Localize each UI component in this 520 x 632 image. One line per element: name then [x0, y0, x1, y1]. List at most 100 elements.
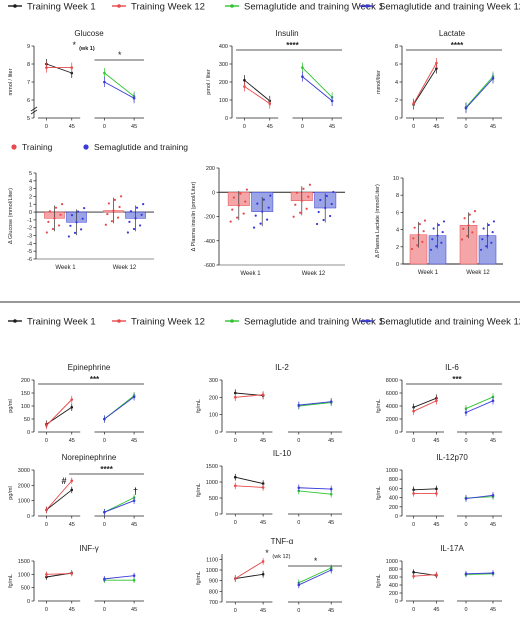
data-dot — [67, 235, 71, 238]
data-dot — [60, 203, 64, 206]
data-dot — [305, 207, 308, 210]
series-line — [298, 490, 332, 495]
data-point — [491, 395, 495, 399]
y-tick-label: -6 — [27, 257, 32, 263]
data-dot — [116, 216, 120, 219]
x-tick-label: 0 — [412, 438, 415, 444]
data-point — [132, 578, 136, 582]
y-tick-label: 200 — [389, 505, 398, 511]
series-line — [104, 72, 135, 97]
data-dot — [412, 237, 415, 240]
panel-epi: Epinephrine pg/ml 0 50 100 150 200 0 45 0 45 *** — [8, 363, 144, 444]
y-tick-label: 200 — [219, 80, 228, 86]
y-tick-label: 8000 — [386, 378, 398, 384]
y-tick-label: 800 — [209, 589, 218, 595]
data-point — [70, 66, 74, 69]
series-line — [104, 396, 135, 420]
panel-norepi: Norepinephrine pg/ml 0 1000 2000 3000 0 45 0 45 # *… — [8, 453, 144, 528]
series-line — [465, 572, 494, 575]
legend-top-marker-0 — [13, 4, 17, 8]
y-axis-label: pg/ml — [8, 486, 14, 499]
data-dot — [70, 214, 74, 217]
legend-bottom-marker-0 — [13, 319, 17, 323]
series-line — [235, 561, 264, 579]
data-dot — [57, 224, 61, 227]
x-tick-label: 45 — [490, 438, 496, 444]
data-dot — [104, 223, 107, 226]
x-tick-label: Week 1 — [418, 270, 439, 276]
y-tick-label: -600 — [204, 263, 215, 269]
data-dot — [325, 194, 328, 198]
data-dot — [112, 209, 115, 212]
data-dot — [81, 217, 84, 220]
panel-infg: INF-γ fg/mL 0 500 1000 1500 0 45 0 45 — [8, 544, 144, 613]
legend-bottom-marker-1 — [117, 319, 121, 323]
series-line — [465, 76, 494, 108]
data-dot — [134, 217, 137, 220]
data-dot — [421, 240, 424, 243]
data-point — [70, 572, 74, 575]
y-tick-label: 4 — [29, 179, 32, 185]
series-line — [244, 79, 271, 102]
data-point — [103, 71, 106, 75]
data-dot — [467, 224, 470, 227]
annotation: **** — [100, 465, 113, 474]
data-point — [435, 487, 438, 491]
data-dot — [244, 200, 247, 203]
x-tick-label: 0 — [412, 522, 415, 528]
y-tick-label: 1000 — [386, 468, 398, 474]
x-tick-label: Week 12 — [113, 265, 137, 271]
data-point — [70, 406, 74, 409]
panel-il2: IL-2 fg/mL 0 100 200 300 0 45 0 45 — [196, 363, 342, 444]
x-tick-label: Week 1 — [240, 271, 261, 277]
x-tick-label: 0 — [234, 608, 237, 614]
legend-top-label-3: Semaglutide and training Week 12 — [379, 2, 520, 13]
data-dot — [436, 234, 439, 237]
x-tick-label: 0 — [297, 438, 300, 444]
x-tick-label: Week 12 — [466, 270, 490, 276]
y-tick-label: 4000 — [386, 404, 398, 410]
series-line — [244, 86, 271, 104]
data-dot — [76, 210, 80, 213]
y-tick-label: 400 — [389, 583, 398, 589]
y-axis-label: fg/mL — [376, 486, 382, 500]
y-tick-label: 900 — [209, 579, 218, 585]
x-tick-label: 0 — [297, 608, 300, 614]
panel-title: Lactate — [439, 29, 466, 38]
y-tick-label: 0 — [225, 116, 228, 122]
data-point — [329, 487, 333, 491]
data-dot — [110, 220, 114, 223]
y-axis-label: mmol/liter — [376, 70, 382, 94]
legend-top-label-2: Semaglutide and training Week 1 — [244, 2, 384, 13]
annotation: # — [62, 476, 67, 486]
legend-bottom-marker-2 — [230, 319, 234, 323]
data-dot — [423, 219, 427, 222]
data-dot — [140, 213, 143, 216]
x-tick-label: 45 — [433, 607, 439, 613]
data-dot — [59, 213, 62, 216]
series-line — [235, 476, 264, 485]
x-tick-label: 0 — [45, 522, 48, 528]
data-dot — [463, 217, 466, 220]
y-axis-label: Δ Plasma insulin (pmol/Liter) — [191, 181, 197, 251]
y-tick-label: 6 — [396, 210, 399, 216]
series-line — [235, 485, 264, 488]
data-dot — [422, 230, 425, 233]
data-point — [233, 484, 237, 488]
series-line — [104, 500, 135, 513]
data-point — [261, 393, 265, 397]
x-tick-label: 45 — [260, 608, 266, 614]
x-tick-label: 0 — [45, 438, 48, 444]
y-tick-label: 1000 — [386, 559, 398, 565]
y-tick-label: 5 — [29, 171, 32, 177]
x-tick-label: 45 — [69, 438, 75, 444]
series-line — [46, 489, 73, 511]
data-point — [233, 396, 237, 399]
series-line — [298, 402, 332, 407]
y-tick-label: 100 — [21, 404, 30, 410]
data-dot — [229, 220, 232, 223]
data-point — [491, 571, 495, 575]
series-line — [298, 567, 332, 584]
data-dot — [410, 247, 414, 251]
